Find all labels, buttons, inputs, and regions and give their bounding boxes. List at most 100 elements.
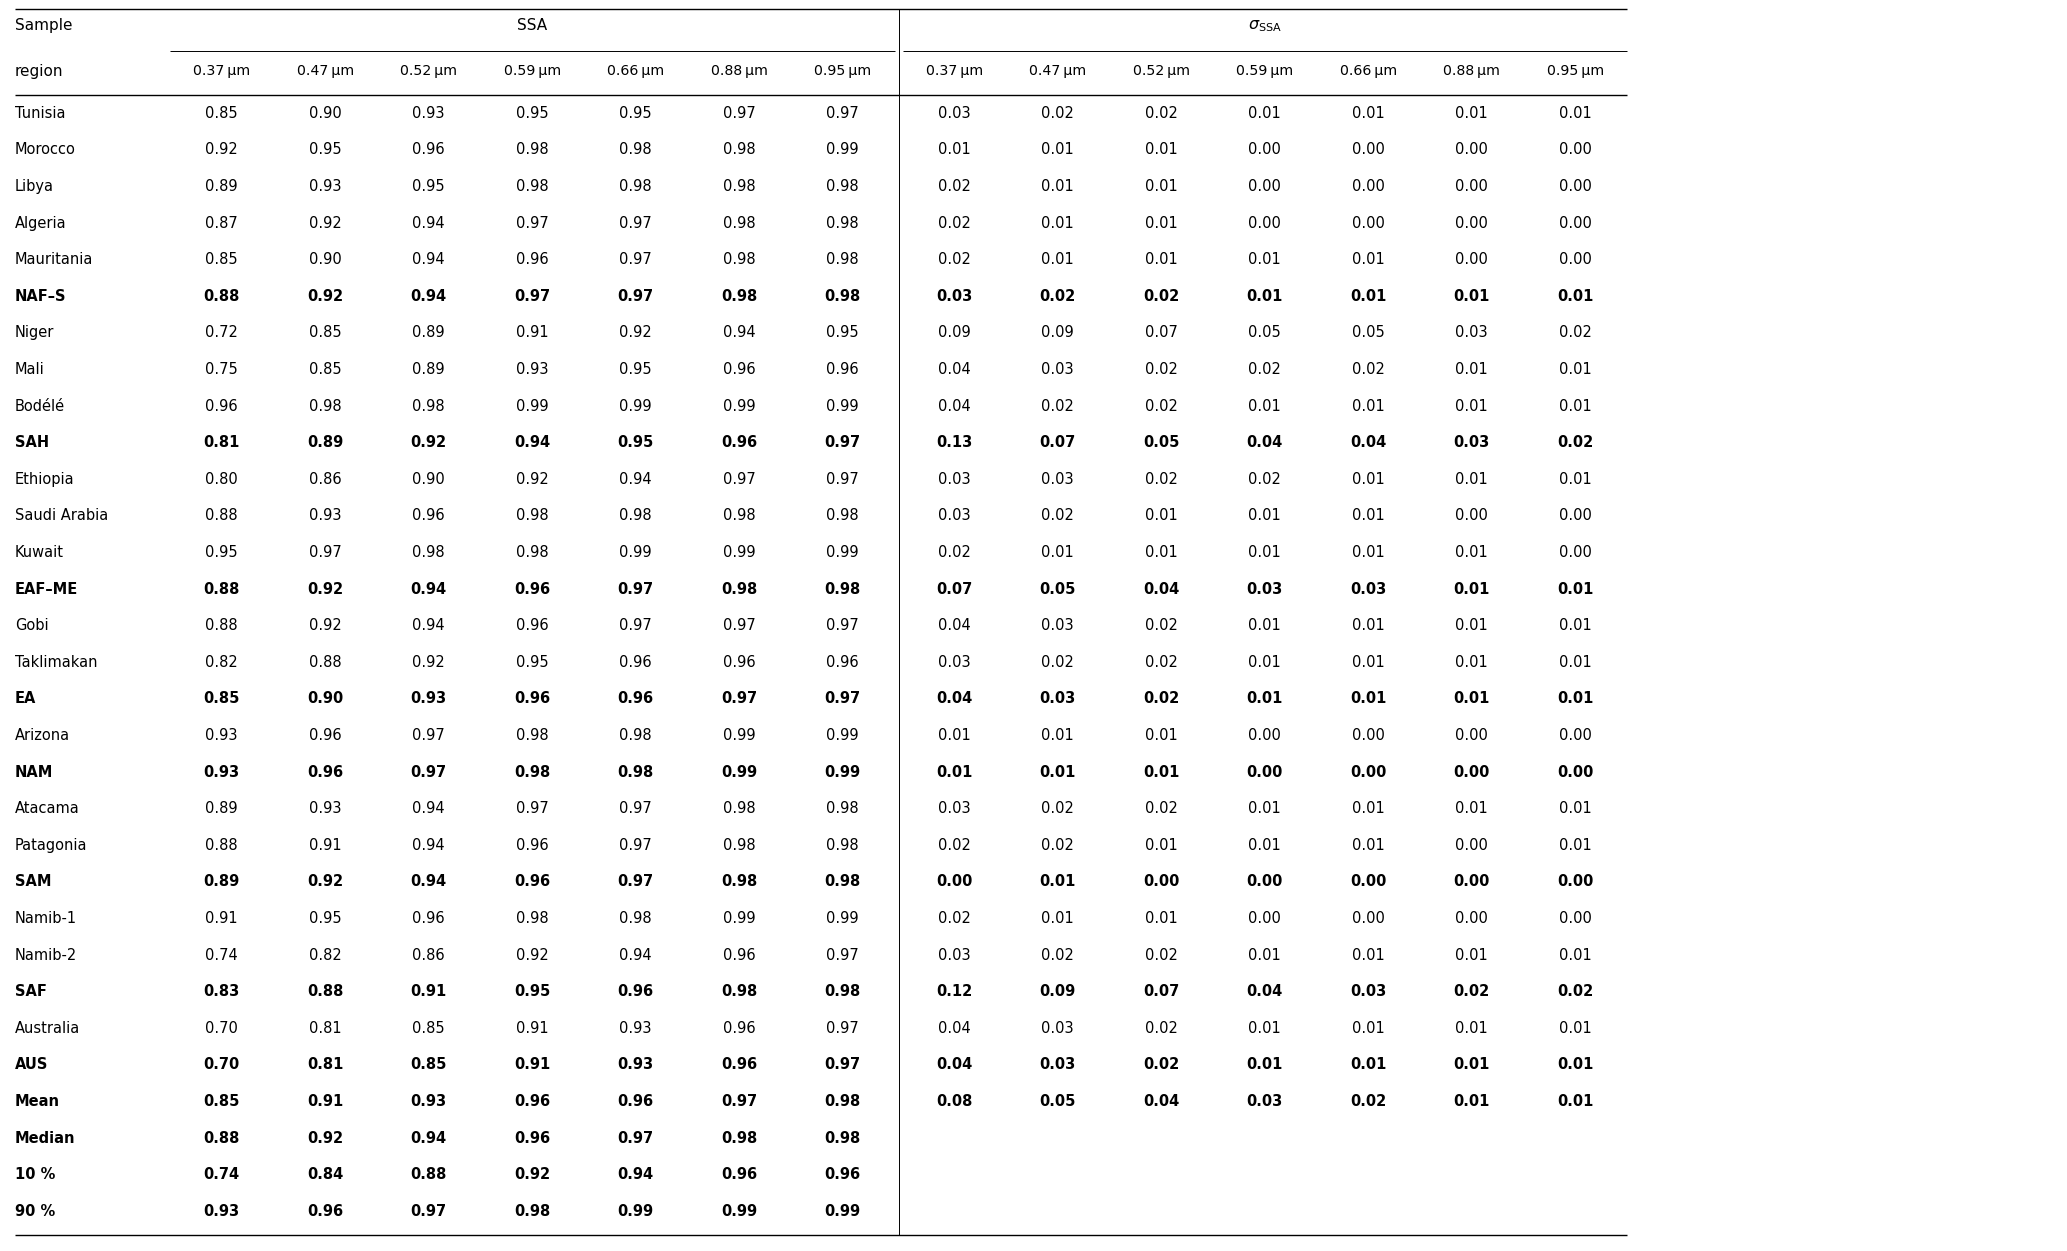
Text: 0.03: 0.03	[938, 801, 971, 816]
Text: 0.93: 0.93	[517, 362, 548, 377]
Text: Bodélé: Bodélé	[14, 399, 66, 414]
Text: Atacama: Atacama	[14, 801, 81, 816]
Text: 0.88: 0.88	[203, 1131, 240, 1146]
Text: 0.03: 0.03	[1042, 618, 1075, 633]
Text: 0.37 μm: 0.37 μm	[192, 64, 250, 78]
Text: 0.52 μm: 0.52 μm	[401, 64, 457, 78]
Text: 0.98: 0.98	[723, 801, 757, 816]
Text: 0.97: 0.97	[721, 692, 757, 707]
Text: Morocco: Morocco	[14, 143, 76, 158]
Text: 0.00: 0.00	[1556, 874, 1594, 889]
Text: 0.85: 0.85	[203, 1095, 240, 1108]
Text: 0.98: 0.98	[825, 582, 860, 597]
Text: 0.94: 0.94	[411, 582, 446, 597]
Text: 0.89: 0.89	[413, 362, 444, 377]
Text: 0.01: 0.01	[1352, 545, 1385, 560]
Text: 0.97: 0.97	[515, 289, 550, 304]
Text: 0.94: 0.94	[411, 1131, 446, 1146]
Text: 0.81: 0.81	[308, 1021, 341, 1036]
Text: 0.95: 0.95	[308, 911, 341, 926]
Text: 0.01: 0.01	[1248, 508, 1282, 523]
Text: 0.97: 0.97	[517, 215, 548, 230]
Text: 0.98: 0.98	[825, 874, 860, 889]
Text: SSA: SSA	[517, 18, 548, 33]
Text: 0.96: 0.96	[308, 1203, 343, 1218]
Text: 0.01: 0.01	[1352, 1021, 1385, 1036]
Text: 0.98: 0.98	[723, 838, 757, 853]
Text: 0.98: 0.98	[721, 874, 757, 889]
Text: 0.05: 0.05	[1352, 325, 1385, 340]
Text: 0.99: 0.99	[723, 545, 757, 560]
Text: 0.92: 0.92	[308, 582, 343, 597]
Text: 0.02: 0.02	[1145, 399, 1178, 414]
Text: 0.01: 0.01	[1352, 106, 1385, 121]
Text: 0.01: 0.01	[1145, 143, 1178, 158]
Text: 0.00: 0.00	[1455, 838, 1488, 853]
Text: 0.01: 0.01	[1455, 618, 1488, 633]
Text: 0.89: 0.89	[205, 179, 238, 194]
Text: 0.96: 0.96	[723, 654, 757, 669]
Text: 0.98: 0.98	[723, 215, 757, 230]
Text: 0.93: 0.93	[413, 106, 444, 121]
Text: 0.01: 0.01	[1145, 838, 1178, 853]
Text: 0.01: 0.01	[1455, 106, 1488, 121]
Text: 0.01: 0.01	[1559, 801, 1592, 816]
Text: 0.01: 0.01	[1455, 947, 1488, 962]
Text: 0.01: 0.01	[1556, 1095, 1594, 1108]
Text: 0.92: 0.92	[308, 618, 341, 633]
Text: 0.93: 0.93	[308, 179, 341, 194]
Text: 0.99: 0.99	[723, 911, 757, 926]
Text: 0.98: 0.98	[721, 582, 757, 597]
Text: 0.01: 0.01	[1453, 582, 1490, 597]
Text: EAF–ME: EAF–ME	[14, 582, 79, 597]
Text: 0.92: 0.92	[413, 654, 444, 669]
Text: 0.02: 0.02	[1042, 801, 1075, 816]
Text: 0.91: 0.91	[515, 1057, 550, 1072]
Text: 0.00: 0.00	[1455, 508, 1488, 523]
Text: 0.03: 0.03	[1042, 362, 1075, 377]
Text: 0.95: 0.95	[517, 654, 548, 669]
Text: 0.91: 0.91	[308, 1095, 343, 1108]
Text: region: region	[14, 64, 64, 79]
Text: 0.02: 0.02	[938, 215, 971, 230]
Text: 0.02: 0.02	[938, 545, 971, 560]
Text: 0.98: 0.98	[517, 728, 548, 743]
Text: 0.98: 0.98	[825, 1131, 860, 1146]
Text: 0.93: 0.93	[308, 508, 341, 523]
Text: 0.91: 0.91	[308, 838, 341, 853]
Text: 0.00: 0.00	[1455, 911, 1488, 926]
Text: 0.99: 0.99	[721, 1203, 757, 1218]
Text: 0.02: 0.02	[1042, 399, 1075, 414]
Text: 0.99: 0.99	[618, 1203, 653, 1218]
Text: 0.01: 0.01	[1352, 618, 1385, 633]
Text: 0.92: 0.92	[620, 325, 651, 340]
Text: 0.00: 0.00	[1248, 728, 1282, 743]
Text: 0.03: 0.03	[1455, 325, 1488, 340]
Text: 0.02: 0.02	[938, 838, 971, 853]
Text: Namib-2: Namib-2	[14, 947, 76, 962]
Text: 0.88: 0.88	[203, 582, 240, 597]
Text: 0.03: 0.03	[1246, 1095, 1284, 1108]
Text: 0.03: 0.03	[938, 654, 971, 669]
Text: 0.00: 0.00	[1248, 911, 1282, 926]
Text: 0.97: 0.97	[411, 1203, 446, 1218]
Text: 0.90: 0.90	[413, 472, 444, 487]
Text: 0.00: 0.00	[1559, 911, 1592, 926]
Text: 0.98: 0.98	[827, 508, 860, 523]
Text: 0.96: 0.96	[515, 692, 550, 707]
Text: 0.01: 0.01	[1246, 1057, 1284, 1072]
Text: Saudi Arabia: Saudi Arabia	[14, 508, 107, 523]
Text: 0.01: 0.01	[1350, 1057, 1387, 1072]
Text: 0.97: 0.97	[827, 1021, 860, 1036]
Text: Ethiopia: Ethiopia	[14, 472, 74, 487]
Text: 0.96: 0.96	[308, 728, 341, 743]
Text: 0.98: 0.98	[827, 215, 860, 230]
Text: 0.90: 0.90	[308, 253, 341, 268]
Text: 0.01: 0.01	[1455, 472, 1488, 487]
Text: 0.01: 0.01	[1042, 728, 1075, 743]
Text: 0.97: 0.97	[618, 582, 653, 597]
Text: 0.96: 0.96	[723, 947, 757, 962]
Text: 0.98: 0.98	[517, 179, 548, 194]
Text: Libya: Libya	[14, 179, 54, 194]
Text: 0.03: 0.03	[1246, 582, 1284, 597]
